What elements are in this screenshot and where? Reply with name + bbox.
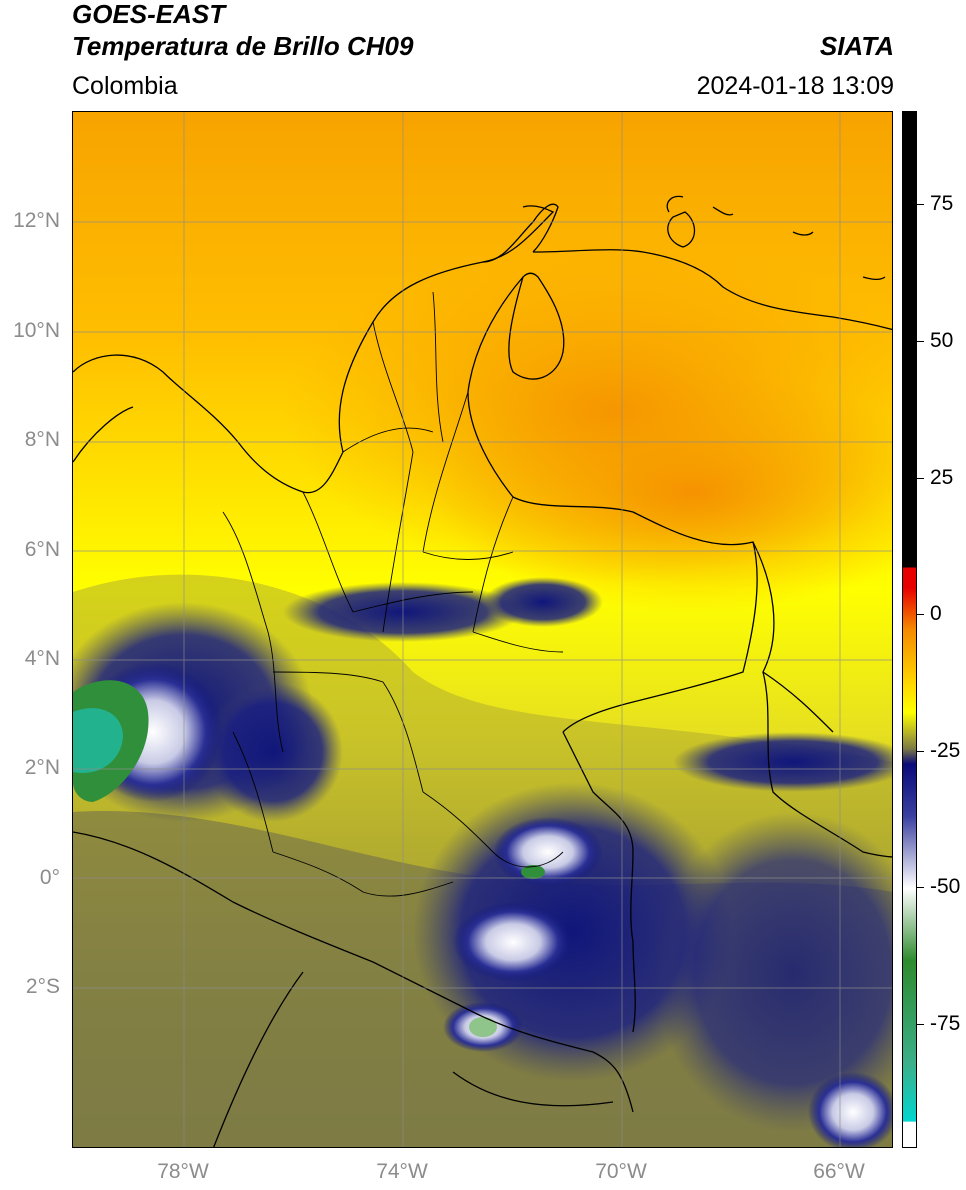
coldest-core-south — [469, 1017, 497, 1037]
department-borders — [222, 291, 564, 897]
lat-label-10n: 10°N — [13, 319, 60, 342]
map-canvas — [73, 112, 892, 1147]
lat-label-12n: 12°N — [13, 209, 60, 232]
colorbar-tick-minus25 — [916, 751, 924, 752]
graticule — [73, 112, 892, 1147]
map-title-satellite: GOES-EAST — [72, 0, 226, 29]
colorbar-tick-0 — [916, 614, 924, 615]
cold-top-south — [493, 817, 603, 887]
lat-label-8n: 8°N — [24, 428, 60, 451]
colorbar-tick-minus75 — [916, 1024, 924, 1025]
convective-cloud-amazon — [673, 732, 892, 792]
coldest-core-teal — [73, 708, 123, 773]
lat-label-0: 0° — [39, 866, 60, 889]
cold-top-south-2 — [453, 902, 573, 982]
colorbar-label-50: 50 — [930, 329, 954, 352]
lat-label-6n: 6°N — [24, 538, 60, 561]
cold-top-southeast — [808, 1072, 892, 1147]
region-label: Colombia — [72, 72, 178, 100]
map-title-product: Temperatura de Brillo CH09 — [72, 31, 414, 61]
lon-label-74w: 74°W — [376, 1160, 428, 1183]
lat-label-4n: 4°N — [24, 647, 60, 670]
warm-dry-region-east — [433, 372, 892, 612]
colorbar-label-minus25: -25 — [930, 739, 961, 762]
colorbar-label-minus75: -75 — [930, 1012, 961, 1035]
temperature-colorbar — [902, 111, 917, 1148]
colorbar-label-minus50: -50 — [930, 875, 961, 898]
colorbar-label-0: 0 — [930, 602, 942, 625]
lon-label-78w: 78°W — [157, 1160, 209, 1183]
convective-cloud-southeast — [653, 812, 892, 1132]
colorbar-label-25: 25 — [930, 466, 954, 489]
colorbar-tick-75 — [916, 204, 924, 205]
colorbar-tick-minus50 — [916, 887, 924, 888]
country-borders — [73, 195, 892, 1147]
colorbar-tick-50 — [916, 341, 924, 342]
convective-cloud-east — [483, 577, 603, 627]
brightness-temperature-map — [72, 111, 893, 1148]
lon-label-70w: 70°W — [595, 1160, 647, 1183]
brand-label: SIATA — [819, 31, 894, 61]
lon-label-66w: 66°W — [813, 1160, 865, 1183]
lat-label-2n: 2°N — [24, 756, 60, 779]
timestamp-label: 2024-01-18 13:09 — [696, 72, 894, 100]
colorbar-tick-25 — [916, 478, 924, 479]
colorbar-label-75: 75 — [930, 192, 954, 215]
lat-label-2s: 2°S — [25, 975, 60, 998]
coldest-core-amazon — [521, 865, 545, 879]
convective-cloud-pacific — [203, 682, 343, 822]
